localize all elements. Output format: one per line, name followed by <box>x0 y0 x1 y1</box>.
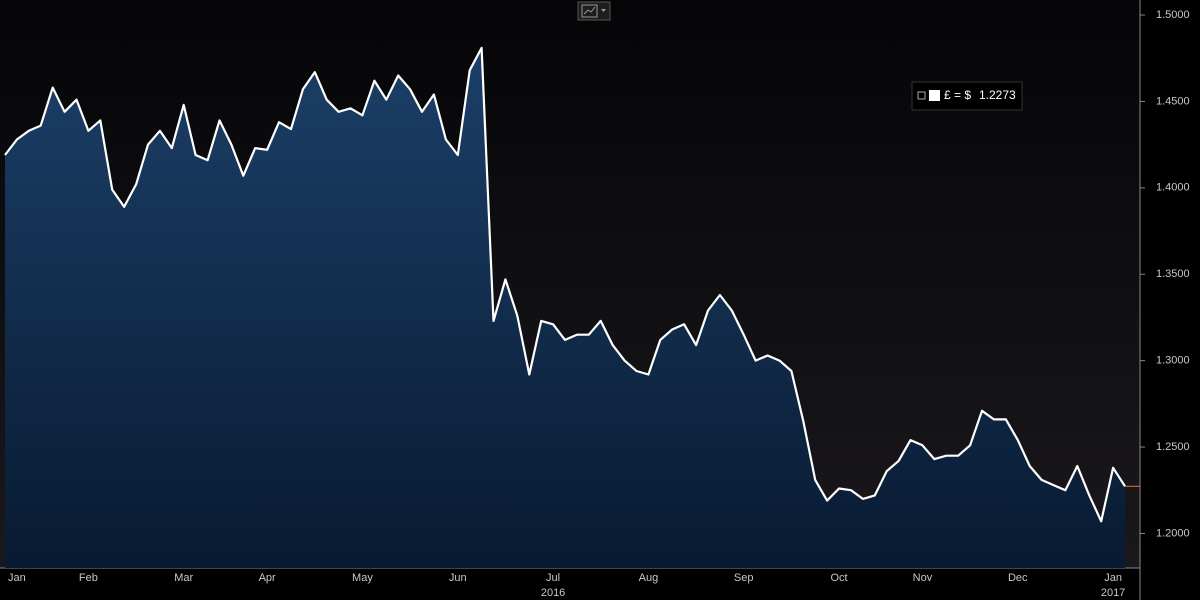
x-tick-label: Jul <box>546 572 560 584</box>
button-icon[interactable] <box>581 4 598 18</box>
x-tick-label: May <box>352 572 373 584</box>
x-tick-label: Jan <box>8 572 26 584</box>
y-axis-panel <box>1140 0 1200 600</box>
y-tick-label: 1.4000 <box>1156 182 1190 194</box>
legend-value: 1.2273 <box>979 88 1016 102</box>
x-year-label: 2016 <box>541 587 565 599</box>
legend: £ = $ 1.2273 <box>911 81 1023 111</box>
y-tick-label: 1.2000 <box>1156 527 1190 539</box>
x-tick-label: Aug <box>639 572 659 584</box>
area <box>5 47 1125 568</box>
x-tick-label: Mar <box>174 572 193 584</box>
button-icon-line[interactable] <box>583 6 596 15</box>
legend-toggle[interactable] <box>917 91 926 100</box>
x-tick-label: Sep <box>734 572 754 584</box>
y-tick-label: 1.4500 <box>1156 95 1190 107</box>
y-tick-label: 1.3000 <box>1156 355 1190 367</box>
x-tick-label: Apr <box>259 572 276 584</box>
y-tick-label: 1.3500 <box>1156 268 1190 280</box>
y-tick-label: 1.2500 <box>1156 441 1190 453</box>
legend-swatch <box>929 90 940 101</box>
x-tick-label: Feb <box>79 572 98 584</box>
x-tick-label: Jan <box>1104 572 1122 584</box>
x-axis-panel <box>0 568 1140 600</box>
x-tick-label: Dec <box>1008 572 1028 584</box>
x-tick-label: Jun <box>449 572 467 584</box>
x-year-label: 2017 <box>1101 587 1125 599</box>
x-tick-label: Nov <box>913 572 933 584</box>
y-tick-label: 1.5000 <box>1156 9 1190 21</box>
button-frame[interactable] <box>577 1 611 21</box>
chart-type-button[interactable] <box>577 1 611 21</box>
x-tick-label: Oct <box>830 572 847 584</box>
legend-label: £ = $ <box>944 88 971 102</box>
button-caret[interactable] <box>601 9 606 12</box>
line <box>4 46 1126 523</box>
